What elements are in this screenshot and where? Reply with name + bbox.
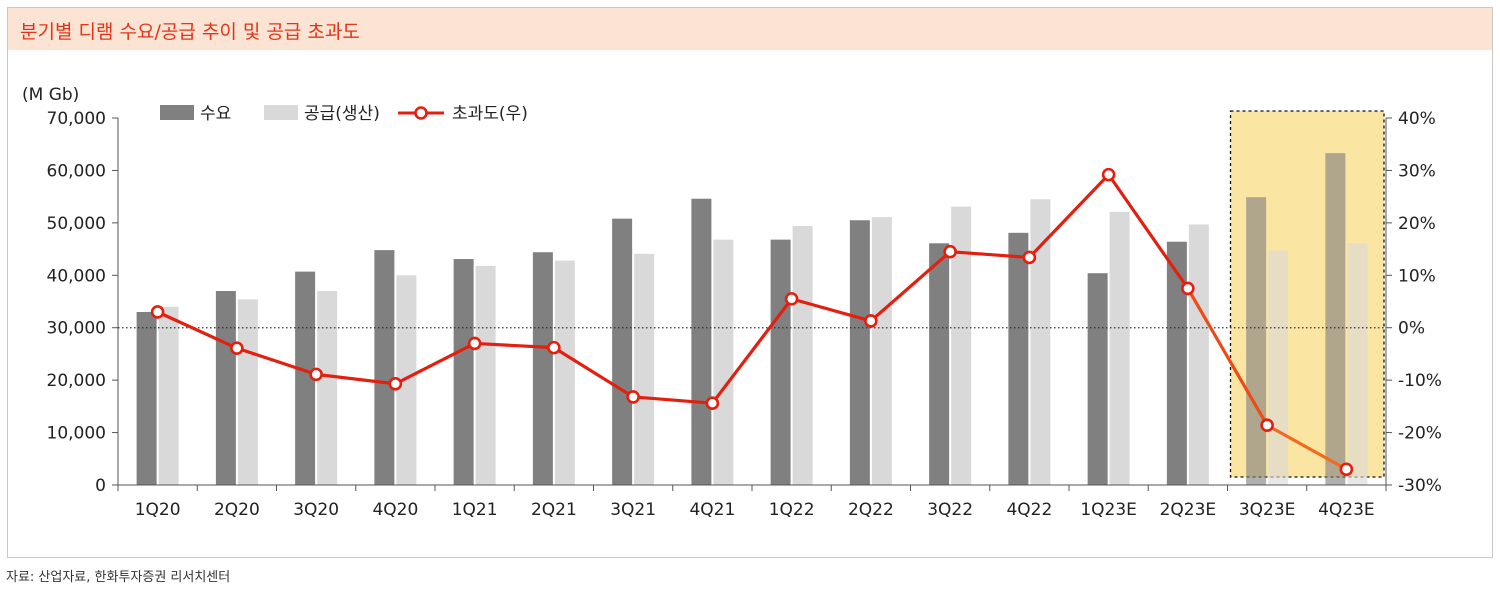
excess-point (864, 314, 878, 328)
bar-demand (295, 271, 316, 485)
excess-point (547, 340, 561, 355)
excess-line-layer (150, 167, 1354, 477)
x-tick-label: 4Q22 (1006, 500, 1052, 520)
right-tick-label: 0% (1398, 319, 1425, 339)
bar-demand (1325, 153, 1346, 485)
left-tick-label: 0 (95, 476, 106, 496)
left-tick-label: 20,000 (47, 371, 106, 391)
excess-point (1181, 281, 1195, 296)
chart-title: 분기별 디램 수요/공급 추이 및 공급 초과도 (20, 21, 360, 43)
bar-supply (317, 291, 338, 485)
excess-point (150, 305, 165, 319)
bar-demand (1166, 241, 1187, 485)
x-tick-label: 2Q21 (531, 500, 577, 520)
bar-supply (792, 226, 813, 485)
bar-supply (1030, 199, 1051, 485)
bar-demand (770, 239, 791, 485)
excess-point (626, 390, 640, 404)
bar-demand (453, 259, 474, 485)
bar-supply (1268, 250, 1289, 485)
y-unit-label: (M Gb) (22, 85, 79, 105)
excess-point (1260, 418, 1274, 433)
x-tick-label: 1Q20 (135, 500, 181, 520)
excess-point (309, 367, 323, 382)
bar-supply (1188, 224, 1209, 485)
left-tick-label: 40,000 (47, 266, 106, 286)
x-tick-label: 4Q20 (372, 500, 418, 520)
bar-demand (691, 198, 712, 486)
bar-supply (1347, 243, 1368, 485)
right-tick-label: -20% (1398, 424, 1442, 444)
x-tick-label: 3Q22 (927, 500, 973, 520)
x-tick-label: 4Q23E (1318, 500, 1375, 520)
left-tick-label: 50,000 (47, 214, 106, 234)
right-tick-label: -10% (1398, 371, 1442, 391)
bar-demand (612, 218, 633, 486)
bar-demand (929, 243, 950, 485)
bar-supply (951, 206, 972, 485)
legend-layer: 수요 공급(생산) 초과도(우) (160, 104, 528, 124)
excess-line-series (156, 173, 1190, 405)
bar-demand (136, 311, 157, 485)
x-tick-label: 1Q21 (452, 500, 498, 520)
excess-point (1101, 167, 1116, 182)
excess-point (230, 341, 244, 355)
x-tick-label: 2Q22 (848, 500, 894, 520)
bar-demand (1246, 197, 1267, 485)
right-tick-label: 20% (1398, 214, 1436, 234)
bar-demand (1008, 232, 1029, 485)
bar-supply (1109, 211, 1130, 485)
bar-supply (475, 265, 496, 485)
legend-swatch (264, 105, 298, 120)
right-tick-label: -30% (1398, 476, 1442, 496)
left-tick-label: 60,000 (47, 161, 106, 181)
x-tick-label: 4Q21 (689, 500, 735, 520)
left-tick-label: 70,000 (47, 109, 106, 129)
excess-point (705, 396, 720, 411)
bar-supply (871, 217, 892, 485)
legend-label: 공급(생산) (304, 104, 380, 124)
right-tick-label: 40% (1398, 109, 1436, 129)
left-tick-label: 10,000 (47, 424, 106, 444)
x-tick-label: 3Q20 (293, 500, 339, 520)
bar-supply (713, 239, 734, 485)
bar-demand (849, 220, 870, 485)
excess-point (784, 292, 799, 306)
bar-demand (215, 291, 236, 485)
excess-line-forecast-segment (1265, 423, 1348, 471)
excess-point (943, 244, 957, 259)
bar-supply (634, 253, 655, 485)
legend-marker (414, 106, 428, 120)
bar-supply (158, 306, 179, 485)
excess-point (1022, 250, 1037, 265)
right-tick-label: 10% (1398, 266, 1436, 286)
excess-point (1339, 462, 1354, 477)
excess-point (467, 336, 482, 351)
x-tick-label: 1Q23E (1080, 500, 1137, 520)
bar-supply (554, 260, 575, 485)
left-tick-label: 30,000 (47, 319, 106, 339)
excess-point (388, 377, 403, 391)
x-tick-label: 3Q21 (610, 500, 656, 520)
legend-swatch (160, 105, 194, 120)
excess-line-forecast-segment (1186, 286, 1269, 427)
title-bar (8, 8, 1492, 50)
bar-demand (1087, 273, 1108, 485)
x-tick-label: 2Q20 (214, 500, 260, 520)
x-tick-label: 3Q23E (1239, 500, 1296, 520)
axes-layer: 0 10,000 20,000 30,000 40,000 50,000 60,000 70,… (22, 85, 1442, 520)
right-tick-label: 30% (1398, 161, 1436, 181)
bar-demand (374, 250, 395, 485)
legend-label: 수요 (200, 104, 231, 124)
x-tick-label: 2Q23E (1160, 500, 1217, 520)
bar-demand (532, 252, 553, 485)
x-tick-label: 1Q22 (769, 500, 815, 520)
legend-label: 초과도(우) (452, 104, 528, 124)
bars-layer (136, 153, 1368, 486)
source-note: 자료: 산업자료, 한화투자증권 리서치센터 (6, 570, 231, 585)
